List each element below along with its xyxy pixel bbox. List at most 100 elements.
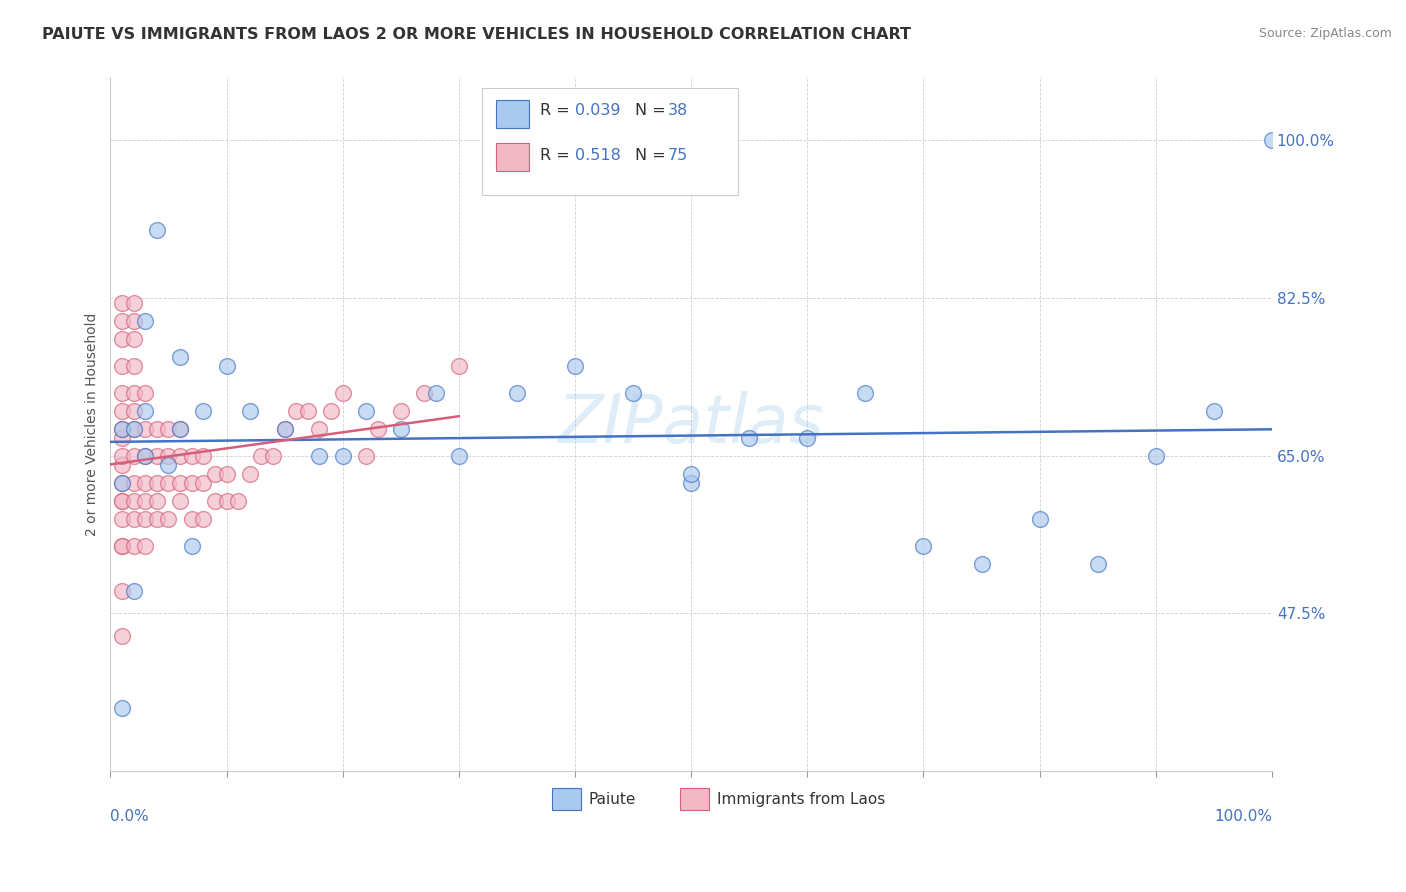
Point bbox=[389, 403, 412, 417]
Point bbox=[169, 350, 191, 364]
Point bbox=[1261, 133, 1284, 147]
Point bbox=[169, 421, 191, 435]
Point bbox=[134, 385, 156, 400]
Text: Source: ZipAtlas.com: Source: ZipAtlas.com bbox=[1258, 27, 1392, 40]
Point bbox=[853, 385, 876, 400]
Point bbox=[111, 295, 134, 310]
Point bbox=[122, 332, 145, 346]
Point bbox=[354, 449, 377, 463]
Point bbox=[506, 385, 529, 400]
Point bbox=[239, 467, 262, 481]
Text: PAIUTE VS IMMIGRANTS FROM LAOS 2 OR MORE VEHICLES IN HOUSEHOLD CORRELATION CHART: PAIUTE VS IMMIGRANTS FROM LAOS 2 OR MORE… bbox=[42, 27, 911, 42]
Point bbox=[122, 539, 145, 553]
Point bbox=[111, 421, 134, 435]
Text: 100.0%: 100.0% bbox=[1213, 809, 1272, 824]
Point bbox=[122, 385, 145, 400]
Point bbox=[297, 403, 319, 417]
Point bbox=[146, 421, 169, 435]
Point bbox=[332, 449, 354, 463]
Point bbox=[308, 421, 330, 435]
Text: R =: R = bbox=[540, 148, 575, 163]
Point bbox=[1028, 511, 1050, 525]
Point bbox=[1087, 557, 1109, 571]
Text: 0.039: 0.039 bbox=[575, 103, 620, 119]
Point bbox=[193, 403, 215, 417]
FancyBboxPatch shape bbox=[496, 100, 529, 128]
Point bbox=[134, 539, 156, 553]
Point bbox=[122, 403, 145, 417]
Point bbox=[193, 475, 215, 490]
Point bbox=[134, 449, 156, 463]
Point bbox=[157, 511, 180, 525]
Point bbox=[134, 421, 156, 435]
Text: N =: N = bbox=[636, 148, 671, 163]
Point bbox=[146, 475, 169, 490]
Point bbox=[215, 359, 238, 373]
Text: 38: 38 bbox=[668, 103, 688, 119]
Point bbox=[204, 493, 226, 508]
Point bbox=[681, 467, 703, 481]
Point bbox=[111, 493, 134, 508]
Point bbox=[425, 385, 447, 400]
Point bbox=[146, 493, 169, 508]
Point bbox=[796, 431, 818, 445]
Point bbox=[157, 458, 180, 472]
Point bbox=[367, 421, 389, 435]
Point bbox=[273, 421, 295, 435]
Text: Immigrants from Laos: Immigrants from Laos bbox=[717, 791, 884, 806]
Point bbox=[111, 629, 134, 643]
Point bbox=[239, 403, 262, 417]
Y-axis label: 2 or more Vehicles in Household: 2 or more Vehicles in Household bbox=[86, 312, 100, 536]
FancyBboxPatch shape bbox=[679, 788, 709, 810]
Point bbox=[262, 449, 284, 463]
Point bbox=[681, 475, 703, 490]
Point bbox=[111, 421, 134, 435]
Point bbox=[215, 493, 238, 508]
Point bbox=[332, 385, 354, 400]
Point bbox=[180, 539, 202, 553]
Point bbox=[250, 449, 273, 463]
Point bbox=[111, 431, 134, 445]
Point bbox=[111, 475, 134, 490]
Point bbox=[111, 511, 134, 525]
Text: R =: R = bbox=[540, 103, 575, 119]
Point bbox=[215, 467, 238, 481]
Point bbox=[180, 511, 202, 525]
Text: ZIPatlas: ZIPatlas bbox=[558, 391, 824, 457]
Point bbox=[180, 449, 202, 463]
Point bbox=[193, 511, 215, 525]
Point bbox=[122, 493, 145, 508]
Point bbox=[193, 449, 215, 463]
Point bbox=[122, 511, 145, 525]
Point bbox=[169, 449, 191, 463]
FancyBboxPatch shape bbox=[551, 788, 581, 810]
Point bbox=[111, 403, 134, 417]
Point bbox=[134, 313, 156, 327]
Point bbox=[146, 449, 169, 463]
Point bbox=[1144, 449, 1167, 463]
Point bbox=[157, 421, 180, 435]
Point bbox=[122, 421, 145, 435]
Point bbox=[134, 511, 156, 525]
Point bbox=[308, 449, 330, 463]
Point bbox=[447, 449, 470, 463]
FancyBboxPatch shape bbox=[482, 87, 738, 195]
Point bbox=[122, 449, 145, 463]
Text: 0.518: 0.518 bbox=[575, 148, 621, 163]
Point bbox=[111, 332, 134, 346]
Point bbox=[912, 539, 935, 553]
Point bbox=[180, 475, 202, 490]
Point bbox=[134, 493, 156, 508]
Point bbox=[273, 421, 295, 435]
Point bbox=[169, 475, 191, 490]
Point bbox=[122, 359, 145, 373]
Point bbox=[111, 475, 134, 490]
Point bbox=[122, 475, 145, 490]
Point bbox=[447, 359, 470, 373]
Point bbox=[111, 458, 134, 472]
Point bbox=[122, 295, 145, 310]
Point bbox=[970, 557, 993, 571]
Point bbox=[111, 385, 134, 400]
Point bbox=[157, 449, 180, 463]
Point bbox=[122, 583, 145, 598]
